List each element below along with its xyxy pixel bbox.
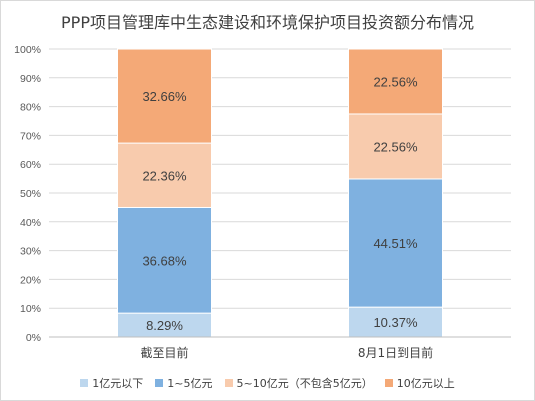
data-label: 22.36% (142, 168, 187, 183)
bar-segment (348, 178, 443, 308)
data-label: 22.56% (373, 139, 418, 154)
legend-swatch (155, 379, 164, 387)
bar-segment (348, 48, 443, 115)
y-tick-label: 90% (20, 73, 41, 85)
bar-segment (117, 48, 212, 144)
y-tick-label: 30% (20, 246, 41, 258)
y-tick-label: 20% (20, 274, 41, 286)
legend-swatch (224, 379, 233, 387)
legend-label: 5~10亿元（不包含5亿元） (236, 377, 373, 390)
bar-segment (117, 142, 212, 208)
chart-title: PPP项目管理库中生态建设和环境保护项目投资额分布情况 (61, 13, 474, 32)
legend-item: 1亿元以下 (80, 375, 143, 391)
x-category-label: 截至目前 (140, 345, 188, 360)
bar-segment (117, 206, 212, 314)
chart-legend: 1亿元以下 1~5亿元 5~10亿元（不包含5亿元） 10亿元以上 (1, 375, 534, 391)
legend-label: 10亿元以上 (396, 377, 455, 390)
y-tick-label: 60% (20, 159, 41, 171)
legend-item: 1~5亿元 (155, 375, 213, 391)
data-label: 22.56% (373, 74, 418, 89)
bar-segment (348, 306, 443, 338)
legend-label: 1亿元以下 (92, 377, 144, 390)
legend-swatch (384, 379, 393, 387)
legend-label: 1~5亿元 (167, 377, 213, 390)
bar-segment (348, 113, 443, 180)
data-label: 8.29% (146, 318, 183, 333)
legend-item: 10亿元以上 (384, 375, 455, 391)
y-tick-label: 70% (20, 130, 41, 142)
data-label: 36.68% (142, 253, 187, 268)
data-label: 32.66% (142, 89, 187, 104)
y-tick-label: 80% (20, 102, 41, 114)
y-tick-label: 100% (14, 44, 41, 56)
x-category-label: 8月1日到目前 (358, 345, 433, 360)
y-tick-label: 50% (20, 188, 41, 200)
data-label: 10.37% (373, 315, 418, 330)
legend-item: 5~10亿元（不包含5亿元） (224, 375, 373, 391)
legend-swatch (80, 379, 89, 387)
y-tick-label: 0% (26, 332, 41, 344)
y-tick-label: 10% (20, 303, 41, 315)
data-label: 44.51% (373, 236, 418, 251)
y-tick-label: 40% (20, 217, 41, 229)
